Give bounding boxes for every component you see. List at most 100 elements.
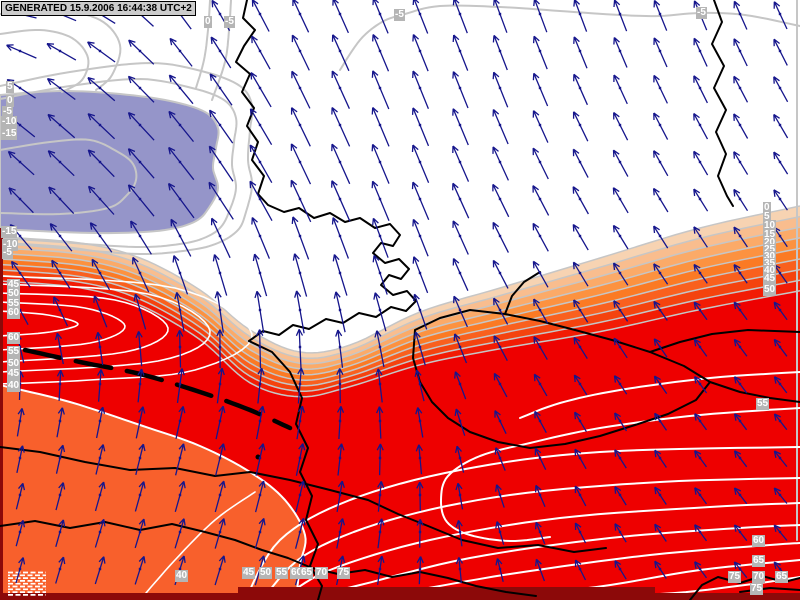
wind-arrow	[336, 405, 345, 440]
wind-arrow	[733, 0, 748, 30]
wind-arrow-dot	[538, 160, 542, 164]
wind-arrow	[653, 37, 668, 68]
wind-arrow-dot	[58, 308, 62, 312]
wind-arrow	[55, 482, 66, 511]
wind-arrow	[773, 1, 788, 30]
wind-arrow-dot	[738, 456, 742, 460]
wind-arrow-dot	[498, 123, 502, 127]
wind-arrow-dot	[58, 271, 62, 275]
wind-arrow-dot	[538, 456, 542, 460]
cold-pocket-fill	[0, 90, 220, 235]
wind-arrow	[532, 260, 549, 288]
wind-arrow	[10, 260, 31, 288]
wind-arrow-dot	[458, 234, 462, 238]
wind-arrow-dot	[698, 234, 702, 238]
wind-arrow	[573, 73, 588, 106]
wind-arrow-dot	[738, 271, 742, 275]
gray-contour-bundle	[0, 226, 800, 365]
wind-arrow	[89, 222, 113, 253]
wind-arrow-dot	[618, 345, 622, 349]
wind-arrow-dot	[618, 419, 622, 423]
white-contour-40-branch	[139, 491, 256, 600]
wind-arrow	[53, 296, 69, 327]
wind-arrow-dot	[698, 456, 702, 460]
wind-arrow	[130, 220, 152, 255]
wind-arrow-dot	[618, 123, 622, 127]
wind-arrow	[48, 186, 75, 215]
wind-arrow-dot	[178, 382, 182, 386]
wind-arrow-dot	[418, 345, 422, 349]
wind-arrow-dot	[418, 234, 422, 238]
wind-arrow	[251, 0, 270, 32]
border-spur-north	[504, 271, 541, 315]
wind-arrow-dot	[618, 567, 622, 571]
wind-arrow-dot	[18, 530, 22, 534]
gray-contour-bundle	[0, 247, 800, 376]
wind-arrow-dot	[298, 12, 302, 16]
wind-arrow-dot	[778, 12, 782, 16]
wind-arrow-dot	[178, 530, 182, 534]
wind-arrow-dot	[618, 308, 622, 312]
wind-arrow-dot	[458, 419, 462, 423]
wind-arrow-dot	[538, 49, 542, 53]
wind-arrow-dot	[58, 86, 62, 90]
wind-arrow	[251, 35, 271, 70]
wind-arrow	[733, 38, 748, 67]
wind-arrow-dot	[18, 234, 22, 238]
wind-arrow	[454, 371, 467, 400]
wind-arrow-dot	[498, 234, 502, 238]
wind-arrow-dot	[98, 86, 102, 90]
wind-arrow	[332, 0, 349, 34]
wind-arrow-dot	[338, 271, 342, 275]
wind-arrow-dot	[18, 49, 22, 53]
wind-arrow	[95, 444, 106, 475]
wind-arrow	[336, 480, 345, 513]
wind-arrow	[453, 295, 468, 328]
wind-arrow-dot	[58, 234, 62, 238]
wind-arrow	[174, 480, 186, 512]
wind-arrow	[167, 182, 195, 219]
wind-arrow	[613, 0, 628, 32]
wind-arrow-dot	[458, 160, 462, 164]
wind-arrow	[377, 480, 385, 512]
wind-arrow	[452, 145, 470, 182]
wind-arrow	[168, 146, 195, 181]
wind-arrow	[572, 261, 589, 287]
wind-arrow-dot	[738, 123, 742, 127]
wind-arrow	[377, 518, 385, 549]
wind-arrow-dot	[418, 49, 422, 53]
wind-arrow-dot	[578, 197, 582, 201]
wind-arrow-dot	[618, 456, 622, 460]
wind-arrow	[331, 34, 350, 72]
wind-arrow	[335, 329, 344, 368]
wind-arrow-dot	[18, 567, 22, 571]
wind-arrow	[254, 480, 266, 513]
wind-arrow-dot	[258, 382, 262, 386]
wind-arrow-dot	[698, 271, 702, 275]
white-contour-60	[0, 310, 79, 337]
wind-arrow-dot	[578, 12, 582, 16]
wind-arrow-dot	[578, 419, 582, 423]
wind-arrow	[6, 44, 37, 59]
wind-arrow-dot	[698, 567, 702, 571]
hatch-patch	[8, 571, 46, 596]
wind-arrow-dot	[138, 493, 142, 497]
wind-arrow	[493, 0, 508, 33]
wind-arrow-dot	[218, 419, 222, 423]
wind-arrow	[87, 149, 115, 178]
wind-arrow	[8, 187, 34, 214]
wind-arrow	[290, 107, 311, 147]
wind-arrow	[693, 75, 708, 104]
wind-arrow	[572, 223, 589, 251]
wind-arrow	[372, 34, 390, 72]
wind-arrow	[493, 335, 508, 362]
wind-arrow-dot	[378, 160, 382, 164]
wind-arrow	[172, 255, 189, 295]
wind-arrow	[416, 519, 424, 548]
wind-arrow	[87, 185, 115, 215]
wind-arrow	[612, 187, 629, 214]
wind-arrow	[532, 110, 549, 143]
wind-arrow-dot	[618, 197, 622, 201]
wind-arrow	[455, 519, 463, 547]
wind-arrow	[336, 368, 344, 404]
